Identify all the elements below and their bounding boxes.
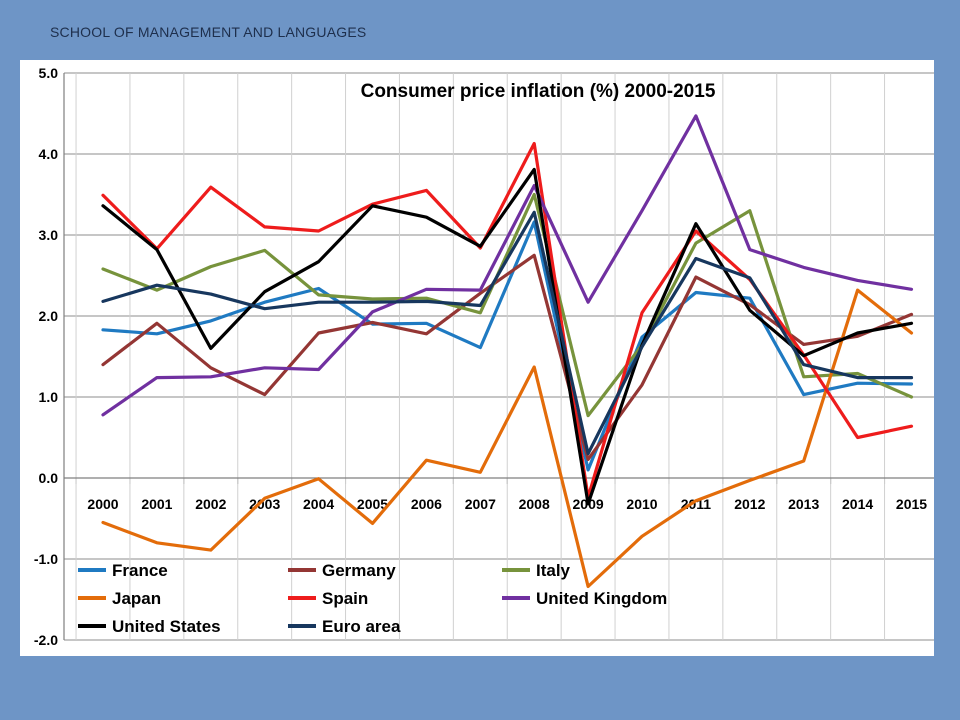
legend-item-spain: Spain	[288, 589, 368, 608]
y-tick-label: -1.0	[34, 551, 58, 567]
x-tick-label: 2002	[195, 496, 226, 512]
legend-label: France	[112, 561, 168, 580]
x-tick-label: 2003	[249, 496, 280, 512]
y-tick-label: 0.0	[39, 470, 59, 486]
y-tick-label: 1.0	[39, 389, 59, 405]
x-tick-label: 2007	[465, 496, 496, 512]
legend-label: Euro area	[322, 617, 401, 636]
series-lines	[101, 114, 914, 589]
legend-item-united-kingdom: United Kingdom	[502, 589, 667, 608]
y-tick-label: -2.0	[34, 632, 58, 648]
series-line-italy	[101, 192, 914, 418]
x-tick-label: 2006	[411, 496, 442, 512]
series-line-united-states	[101, 167, 914, 506]
x-tick-label: 2012	[734, 496, 765, 512]
legend-item-euro-area: Euro area	[288, 617, 401, 636]
x-tick-label: 2001	[141, 496, 172, 512]
y-tick-label: 5.0	[39, 65, 59, 81]
x-tick-label: 2013	[788, 496, 819, 512]
y-tick-label: 3.0	[39, 227, 59, 243]
x-tick-label: 2005	[357, 496, 388, 512]
chart-title: Consumer price inflation (%) 2000-2015	[361, 81, 716, 102]
legend-item-united-states: United States	[78, 617, 221, 636]
legend-item-germany: Germany	[288, 561, 396, 580]
x-tick-label: 2004	[303, 496, 334, 512]
legend-label: United Kingdom	[536, 589, 667, 608]
x-tick-label: 2014	[842, 496, 873, 512]
legend-item-japan: Japan	[78, 589, 161, 608]
y-tick-label: 2.0	[39, 308, 59, 324]
x-tick-label: 2015	[896, 496, 927, 512]
grid-layer	[63, 72, 934, 641]
legend-label: Japan	[112, 589, 161, 608]
series-line-united-kingdom	[101, 114, 914, 417]
y-tick-label: 4.0	[39, 146, 59, 162]
legend: France Germany Italy Japan Spain United Kingd…	[78, 561, 667, 636]
inflation-line-chart: 5.0 4.0 3.0 2.0 1.0 0.0 -1.0 -2.0 2000 2001 2002 2…	[34, 65, 934, 648]
x-tick-label: 2011	[681, 496, 712, 512]
series-line-germany	[101, 253, 914, 461]
x-tick-labels: 2000 2001 2002 2003 2004 2005 2006 2007 2008 2009…	[87, 496, 927, 512]
legend-label: Germany	[322, 561, 396, 580]
header-org-name: SCHOOL OF MANAGEMENT AND LANGUAGES	[50, 24, 367, 40]
series-line-euro-area	[101, 210, 914, 456]
series-line-japan	[101, 288, 914, 589]
chart-panel: 5.0 4.0 3.0 2.0 1.0 0.0 -1.0 -2.0 2000 2001 2002 2…	[20, 60, 934, 656]
x-tick-label: 2010	[626, 496, 657, 512]
legend-label: Spain	[322, 589, 368, 608]
y-tick-labels: 5.0 4.0 3.0 2.0 1.0 0.0 -1.0 -2.0	[34, 65, 58, 648]
legend-label: Italy	[536, 561, 571, 580]
legend-label: United States	[112, 617, 221, 636]
legend-item-france: France	[78, 561, 168, 580]
series-line-spain	[101, 141, 914, 499]
x-tick-label: 2000	[87, 496, 118, 512]
series-line-france	[101, 220, 914, 472]
x-tick-label: 2008	[519, 496, 550, 512]
legend-item-italy: Italy	[502, 561, 571, 580]
